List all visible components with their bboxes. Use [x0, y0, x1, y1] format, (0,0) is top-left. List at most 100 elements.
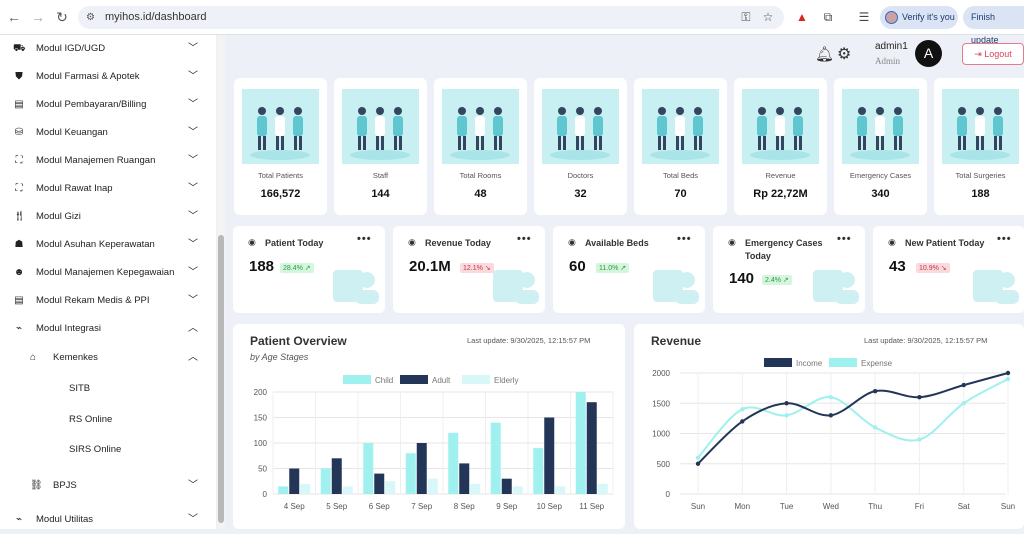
bar [300, 483, 311, 494]
sidebar-item[interactable]: ⛟ Modul IGD/UGD ﹀ [0, 35, 216, 63]
x-tick-label: 7 Sep [411, 502, 432, 511]
legend-label: Elderly [494, 376, 518, 385]
sidebar-item[interactable]: ▤ Modul Rekam Medis & PPI ﹀ [0, 287, 216, 315]
x-tick-label: 6 Sep [369, 502, 390, 511]
stat-label: Total Patients [257, 171, 304, 180]
sidebar-item-label: Modul Keuangan [36, 127, 108, 138]
x-tick-label: Thu [868, 502, 882, 511]
legend-swatch [343, 375, 371, 384]
stat-label: Total Surgeries [955, 171, 1006, 180]
stat-value: 144 [371, 188, 390, 200]
arrow-up-right-icon: ↗ [302, 265, 311, 272]
revenue-illustration [742, 89, 819, 164]
address-bar[interactable]: ⚙ myihos.id/dashboard [78, 6, 784, 29]
bed-icon [649, 260, 701, 309]
settings-gear-icon[interactable]: ⚙ [837, 46, 852, 63]
y-tick-label: 100 [254, 439, 268, 448]
sidebar-item[interactable]: ⛁ Modul Keuangan ﹀ [0, 119, 216, 147]
finish-update-button[interactable]: Finish update [963, 6, 1024, 45]
stat-card[interactable]: Total Patients 166,572 [234, 78, 327, 215]
stat-card[interactable]: Total Rooms 48 [434, 78, 527, 215]
stat-card[interactable]: Revenue Rp 22,72M [734, 78, 827, 215]
stat-card[interactable]: Total Beds 70 [634, 78, 727, 215]
kpi-change-text: 2.4% [765, 277, 781, 284]
x-tick-label: Sun [691, 502, 705, 511]
logout-button[interactable]: ⇥ Logout [962, 43, 1024, 65]
bed-icon: ⛶ [15, 155, 23, 166]
data-point [872, 388, 878, 394]
emergency-illustration [842, 89, 919, 164]
key-icon[interactable]: ⚿ [741, 10, 751, 24]
kpi-value: 20.1M [409, 258, 451, 275]
bar [405, 453, 416, 494]
bar [363, 443, 374, 494]
finish-label: Finish update [971, 12, 999, 45]
sidebar-item[interactable]: 🍴︎ Modul Gizi ﹀ [0, 203, 216, 231]
sidebar-item[interactable]: ☗ Modul Asuhan Keperawatan ﹀ [0, 231, 216, 259]
legend-swatch [829, 358, 857, 367]
sidebar-item-kemenkes[interactable]: ⌂ Kemenkes ︿ [0, 344, 216, 372]
sidebar-leaf-item[interactable]: RS Online [69, 414, 113, 425]
eye-icon: ◉ [408, 237, 416, 247]
sidebar-item-label: Modul Asuhan Keperawatan [36, 239, 155, 250]
data-point [1005, 376, 1011, 382]
kpi-value: 140 [729, 270, 755, 287]
data-point [695, 455, 701, 460]
verify-profile-button[interactable]: Verify it's you [880, 6, 958, 29]
pdf-extension-icon[interactable]: ▲ [796, 10, 808, 24]
site-settings-icon[interactable]: ⚙ [86, 12, 95, 23]
sidebar-item-label: Modul Farmasi & Apotek [36, 71, 140, 82]
bookmark-star-icon[interactable]: ☆ [762, 10, 774, 24]
back-arrow-icon[interactable]: ← [7, 9, 21, 25]
kpi-card[interactable]: ◉ Emergency Cases Today ••• 140 2.4% ↗ [713, 226, 865, 313]
sidebar-item-bpjs[interactable]: ⛓ BPJS ﹀ [0, 472, 216, 500]
stat-card[interactable]: Emergency Cases 340 [834, 78, 927, 215]
link-icon: ⛓ [30, 480, 43, 491]
chevron-down-icon: ﹀ [188, 155, 198, 166]
sidebar-item[interactable]: ⛊ Modul Farmasi & Apotek ﹀ [0, 63, 216, 91]
doctors-illustration [542, 89, 619, 164]
sidebar-item[interactable]: ⌁ Modul Integrasi ︿ [0, 315, 216, 343]
y-tick-label: 2000 [652, 369, 670, 378]
chevron-up-icon: ︿ [188, 352, 198, 363]
sidebar-item[interactable]: ▤ Modul Pembayaran/Billing ﹀ [0, 91, 216, 119]
sidebar-item[interactable]: ☻ Modul Manajemen Kepegawaian ﹀ [0, 259, 216, 287]
stat-card[interactable]: Staff 144 [334, 78, 427, 215]
avatar[interactable]: A [915, 40, 942, 67]
kpi-card[interactable]: ◉ New Patient Today ••• 43 10.9% ↘ [873, 226, 1024, 313]
kpi-card[interactable]: ◉ Patient Today ••• 188 28.4% ↗ [233, 226, 385, 313]
eye-icon: ◉ [248, 237, 256, 247]
sidebar-scroll-thumb[interactable] [218, 235, 224, 523]
notification-bell-icon[interactable]: 🔔︎ [815, 46, 835, 63]
sidebar-item-utilitas[interactable]: ⌁ Modul Utilitas ﹀ [0, 506, 216, 534]
main-content: 🔔︎ ⚙ admin1 Admin A ⇥ Logout Total Patie… [226, 35, 1024, 529]
stat-card[interactable]: Total Surgeries 188 [934, 78, 1024, 215]
sidebar-leaf-item[interactable]: SITB [69, 383, 91, 394]
series-line [697, 378, 1009, 459]
stat-value: 48 [474, 188, 487, 200]
more-options-icon[interactable]: ••• [517, 233, 532, 245]
more-options-icon[interactable]: ••• [997, 233, 1012, 245]
more-options-icon[interactable]: ••• [677, 233, 692, 245]
sidebar-item[interactable]: ⛶ Modul Rawat Inap ﹀ [0, 175, 216, 203]
y-tick-label: 1500 [652, 399, 670, 408]
legend-label: Expense [861, 359, 893, 368]
bed-icon: ⛶ [15, 183, 23, 194]
profile-avatar-icon [885, 11, 898, 24]
extensions-puzzle-icon[interactable]: ⧉ [823, 10, 833, 24]
patient-overview-updated: Last update: 9/30/2025, 12:15:57 PM [467, 336, 591, 345]
more-options-icon[interactable]: ••• [837, 233, 852, 245]
reading-list-icon[interactable]: ☰ [858, 10, 870, 24]
stat-label: Total Beds [662, 171, 699, 180]
forward-arrow-icon[interactable]: → [31, 9, 45, 25]
y-tick-label: 150 [254, 414, 268, 423]
more-options-icon[interactable]: ••• [357, 233, 372, 245]
eye-icon: ◉ [888, 237, 896, 247]
reload-icon[interactable]: ↻ [56, 9, 68, 25]
stat-card[interactable]: Doctors 32 [534, 78, 627, 215]
chevron-down-icon: ﹀ [188, 267, 198, 278]
kpi-card[interactable]: ◉ Revenue Today ••• 20.1M 12.1% ↘ [393, 226, 545, 313]
sidebar-leaf-item[interactable]: SIRS Online [69, 444, 122, 455]
kpi-card[interactable]: ◉ Available Beds ••• 60 11.0% ↗ [553, 226, 705, 313]
sidebar-item[interactable]: ⛶ Modul Manajemen Ruangan ﹀ [0, 147, 216, 175]
